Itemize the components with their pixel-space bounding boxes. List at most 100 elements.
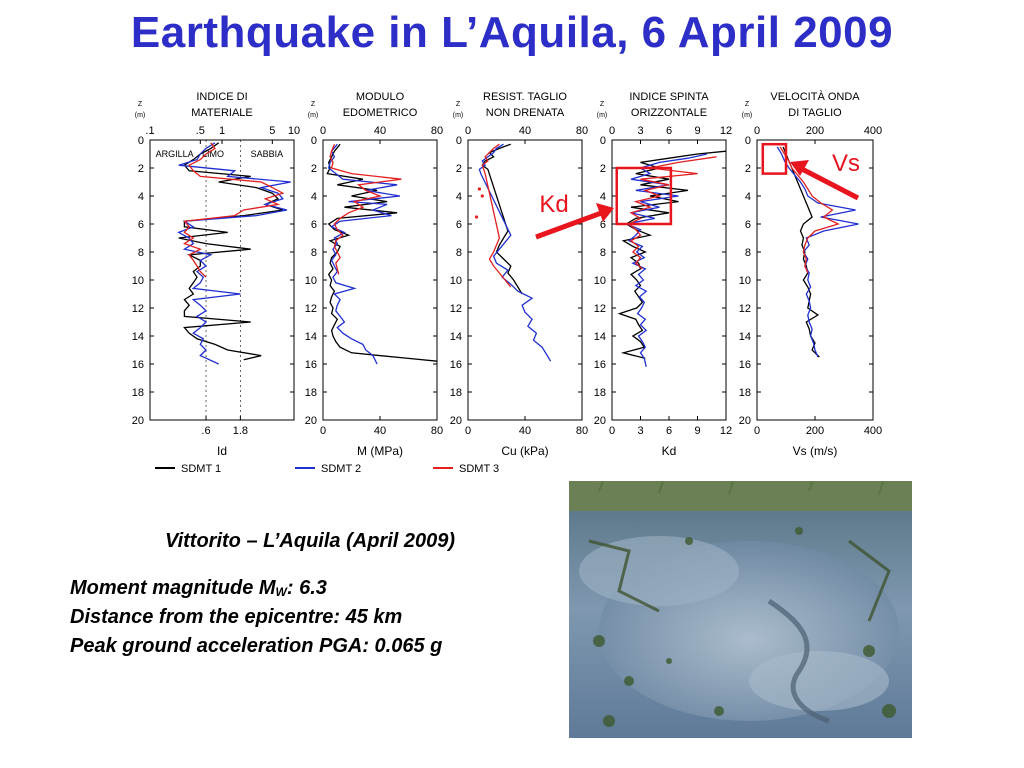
chart1-series-3: [182, 142, 285, 278]
chart4-ytick-label: 8: [600, 247, 606, 259]
chart3-xlabel: Cu (kPa): [501, 444, 548, 458]
chart2-ytick-label: 16: [305, 359, 317, 371]
chart3-xtick-bottom-label: 80: [576, 425, 588, 437]
chart1-xtick-top-label: 5: [269, 125, 275, 137]
chart3-ytick-label: 6: [456, 219, 462, 231]
chart1-ytick-label: 0: [138, 135, 144, 147]
chart2-ytick-label: 2: [311, 163, 317, 175]
chart3-ytick-label: 12: [450, 303, 462, 315]
chart4-ytick-label: 10: [594, 275, 606, 287]
chart2-ytick-label: 20: [305, 415, 317, 427]
chart3-ytick-label: 10: [450, 275, 462, 287]
chart3-zunit: (m): [453, 112, 464, 119]
chart5-title-line1: VELOCITÀ ONDA: [770, 90, 860, 103]
chart4-xlabel: Kd: [662, 444, 677, 458]
chart5-ytick-label: 4: [745, 191, 751, 203]
liquefaction-photo: [569, 481, 912, 738]
caption-distance: Distance from the epicentre: 45 km: [70, 606, 403, 628]
chart3-ytick-label: 14: [450, 331, 462, 343]
vs-arrow-shaft: [798, 165, 860, 201]
kd-arrow-shaft: [535, 209, 605, 240]
chart3-scatter-point: [474, 215, 479, 219]
chart2-xtick-top-label: 0: [320, 125, 326, 137]
chart4-series-2: [623, 153, 708, 367]
chart4-ytick-label: 4: [600, 191, 606, 203]
chart4-title-line2: ORIZZONTALE: [631, 107, 707, 119]
chart3-title-line1: RESIST. TAGLIO: [483, 91, 567, 103]
chart2-xtick-bottom-label: 40: [374, 425, 386, 437]
chart1-zunit: (m): [135, 112, 146, 119]
caption-magnitude: Moment magnitude MW: 6.3: [70, 577, 560, 600]
chart1-ytick-label: 8: [138, 247, 144, 259]
chart2-ytick-label: 12: [305, 303, 317, 315]
chart5-xtick-bottom-label: 0: [754, 425, 760, 437]
chart4-xtick-bottom-label: 3: [637, 425, 643, 437]
chart1-soil-label: SABBIA: [251, 149, 284, 159]
chart1-soil-label: ARGILLA: [156, 149, 194, 159]
chart5-ytick-label: 0: [745, 135, 751, 147]
chart3-ytick-label: 18: [450, 387, 462, 399]
chart3-xtick-top-label: 0: [465, 125, 471, 137]
chart4-series-3: [627, 156, 717, 270]
chart4-xtick-bottom-label: 0: [609, 425, 615, 437]
chart1-series-2: [177, 142, 291, 365]
chart5-ytick-label: 10: [739, 275, 751, 287]
caption-location: Vittorito – L’Aquila (April 2009): [164, 530, 456, 552]
chart3-series-2: [478, 143, 552, 362]
chart4-xtick-bottom-label: 9: [694, 425, 700, 437]
vs-annotation-label: Vs: [832, 150, 860, 177]
chart4-zunit: (m): [597, 112, 608, 119]
chart5-ytick-label: 12: [739, 303, 751, 315]
vs-arrow-head: [790, 160, 809, 176]
chart1-soil-label: LIMO: [202, 149, 224, 159]
chart4-series-1: [617, 150, 727, 360]
chart2-zlabel: Z: [311, 101, 316, 108]
chart2-series-2: [327, 143, 401, 365]
chart2-title-line1: MODULO: [356, 91, 405, 103]
chart2-ytick-label: 10: [305, 275, 317, 287]
chart5-ytick-label: 20: [739, 415, 751, 427]
chart3-title-line2: NON DRENATA: [486, 107, 565, 119]
chart1-ytick-label: 20: [132, 415, 144, 427]
chart5-title-line2: DI TAGLIO: [788, 107, 842, 119]
chart1-ytick-label: 2: [138, 163, 144, 175]
chart3-scatter-point: [480, 194, 484, 198]
chart5-zunit: (m): [742, 112, 753, 119]
page-title: Earthquake in L’Aquila, 6 April 2009: [130, 8, 894, 57]
chart2-ytick-label: 18: [305, 387, 317, 399]
chart3-xtick-top-label: 80: [576, 125, 588, 137]
chart5-xtick-top-label: 400: [864, 125, 882, 137]
chart2-ytick-label: 4: [311, 191, 317, 203]
chart5-ytick-label: 6: [745, 219, 751, 231]
chart3-ytick-label: 2: [456, 163, 462, 175]
chart1-ytick-label: 12: [132, 303, 144, 315]
dmt-profile-charts: INDICE DIMATERIALEZ(m)02468101214161820.…: [132, 90, 882, 475]
chart1-ytick-label: 16: [132, 359, 144, 371]
chart4-title-line1: INDICE SPINTA: [629, 91, 709, 103]
chart3-ytick-label: 20: [450, 415, 462, 427]
magnitude-subscript: W: [275, 585, 287, 599]
chart4-xtick-top-label: 9: [694, 125, 700, 137]
chart4-ytick-label: 20: [594, 415, 606, 427]
chart3-xtick-bottom-label: 0: [465, 425, 471, 437]
chart5-highlight-box: [761, 142, 788, 175]
chart5-ytick-label: 18: [739, 387, 751, 399]
chart5-ytick-label: 8: [745, 247, 751, 259]
chart4-xtick-bottom-label: 6: [666, 425, 672, 437]
chart2-ytick-label: 8: [311, 247, 317, 259]
chart2-xtick-top-label: 40: [374, 125, 386, 137]
chart3-series-3: [481, 143, 512, 288]
chart4-xtick-top-label: 12: [720, 125, 732, 137]
chart1-xtick-top-label: .5: [196, 125, 205, 137]
chart2-xtick-top-label: 80: [431, 125, 443, 137]
chart5-xtick-top-label: 0: [754, 125, 760, 137]
chart2-series-1: [326, 143, 438, 362]
chart3-ytick-label: 4: [456, 191, 462, 203]
chart1-xtick-top-label: 1: [219, 125, 225, 137]
caption-block: Vittorito – L’Aquila (April 2009) Moment…: [60, 530, 560, 664]
chart3-zlabel: Z: [456, 101, 461, 108]
chart2-xtick-bottom-label: 80: [431, 425, 443, 437]
chart4-xtick-bottom-label: 12: [720, 425, 732, 437]
chart3-scatter-point: [477, 187, 481, 191]
chart3-ytick-label: 16: [450, 359, 462, 371]
